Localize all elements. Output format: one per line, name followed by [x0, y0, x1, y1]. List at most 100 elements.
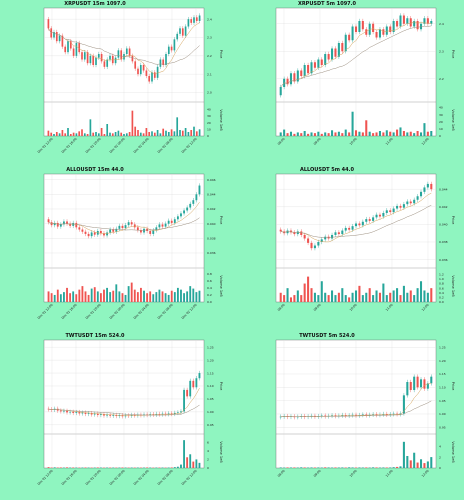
candle-body: [406, 201, 409, 205]
candle-body: [324, 236, 327, 240]
volume-bar: [324, 467, 327, 468]
candle-body: [112, 229, 115, 232]
x-tick-label: 09:00: [313, 303, 322, 312]
candle-body: [413, 21, 416, 27]
candle-body: [426, 18, 429, 24]
candle-body: [59, 410, 62, 412]
volume-bar: [293, 133, 296, 136]
candle-body: [124, 415, 127, 417]
moving-average-line: [48, 22, 200, 75]
volume-bar: [66, 467, 68, 468]
volume-bar: [300, 295, 303, 302]
x-tick-label: 10:00: [349, 137, 358, 146]
y-tick-label: 1.05: [207, 397, 214, 401]
y-tick-label: 0.042: [439, 205, 448, 209]
x-tick-label: 10:00: [349, 469, 358, 478]
candle-body: [131, 55, 134, 62]
candle-body: [99, 414, 102, 415]
candle-body: [64, 46, 67, 53]
volume-bar: [406, 132, 409, 136]
volume-bar: [310, 132, 313, 136]
volume-bar: [331, 290, 334, 302]
candle-body: [303, 65, 306, 76]
volume-bar: [58, 133, 61, 136]
volume-bar: [344, 129, 347, 136]
volume-tick-label: 2: [439, 455, 441, 459]
candle-body: [430, 183, 433, 190]
y-tick-label: 0.040: [207, 222, 216, 226]
x-tick-label: Dec 02 12:00: [181, 303, 198, 320]
volume-bar: [142, 133, 145, 136]
candle-body: [430, 376, 433, 384]
volume-bar: [406, 456, 409, 468]
candle-body: [317, 242, 320, 246]
candle-body: [279, 229, 282, 232]
candle-body: [324, 415, 327, 417]
candle-body: [176, 412, 179, 413]
candle-body: [186, 389, 189, 397]
candlestick-chart: 0.044 0.042 0.040 0.038 0.036 1.21.00.80.60.4…: [275, 173, 455, 312]
volume-bar: [111, 133, 114, 136]
volume-bar: [313, 292, 316, 302]
volume-bar: [310, 467, 313, 468]
volume-bar: [426, 461, 429, 468]
y-tick-label: 0.038: [207, 237, 216, 241]
candle-body: [351, 226, 354, 230]
candle-body: [72, 222, 75, 226]
volume-bar: [354, 130, 358, 136]
volume-bar: [303, 283, 306, 302]
volume-tick-label: 0.2: [207, 293, 212, 297]
x-tick-label: 09:00: [313, 137, 322, 146]
candle-body: [180, 411, 182, 413]
volume-bar: [100, 128, 103, 136]
candle-body: [53, 32, 55, 38]
x-tick-label: 10:00: [349, 303, 358, 312]
candle-body: [192, 200, 195, 204]
volume-bar: [86, 134, 89, 136]
candle-body: [187, 19, 190, 27]
candle-body: [416, 376, 419, 388]
volume-bar: [351, 292, 354, 302]
volume-bar: [413, 295, 416, 302]
candle-body: [348, 34, 351, 41]
volume-bar: [47, 291, 50, 302]
candle-body: [399, 15, 402, 27]
chart-panel-twt-15m: TWTUSDT 15m 524.0 1.25 1.20 1.15 1.10 1.05 1.…: [0, 332, 232, 498]
candle-body: [426, 183, 429, 188]
x-tick-label: Dec 02 04:00: [133, 137, 150, 154]
volume-bar: [341, 133, 344, 136]
volume-bar: [96, 467, 99, 468]
volume-bar: [396, 288, 399, 302]
volume-bar: [69, 134, 72, 136]
volume-bar: [324, 292, 327, 302]
volume-bar: [159, 133, 162, 136]
volume-bar: [430, 131, 433, 136]
volume-bar: [198, 129, 201, 136]
volume-bar: [109, 292, 112, 302]
volume-bar: [164, 293, 167, 302]
candle-body: [296, 416, 299, 418]
x-tick-label: Dec 01 12:00: [37, 137, 54, 154]
volume-bar: [151, 131, 153, 136]
candle-body: [106, 414, 108, 416]
volume-bar: [358, 131, 361, 136]
candlestick-chart: 0.046 0.044 0.042 0.040 0.038 0.036 0.8 0.6 0.4 0…: [37, 173, 223, 320]
candle-body: [164, 223, 167, 227]
volume-bar: [131, 110, 134, 136]
candle-body: [180, 213, 182, 217]
volume-bar: [190, 130, 193, 136]
candle-body: [136, 227, 139, 231]
candle-body: [124, 225, 127, 229]
candle-body: [341, 230, 344, 235]
volume-bar: [402, 285, 405, 302]
candle-body: [198, 185, 201, 195]
volume-bar: [152, 294, 155, 302]
candle-body: [155, 413, 158, 415]
volume-bar: [334, 467, 337, 468]
volume-bar: [72, 132, 75, 136]
x-tick-label: Dec 01 16:00: [61, 137, 78, 154]
candle-body: [189, 203, 192, 208]
x-tick-label: Dec 02 00:00: [109, 303, 126, 320]
candle-body: [167, 46, 170, 54]
candle-body: [192, 380, 195, 388]
